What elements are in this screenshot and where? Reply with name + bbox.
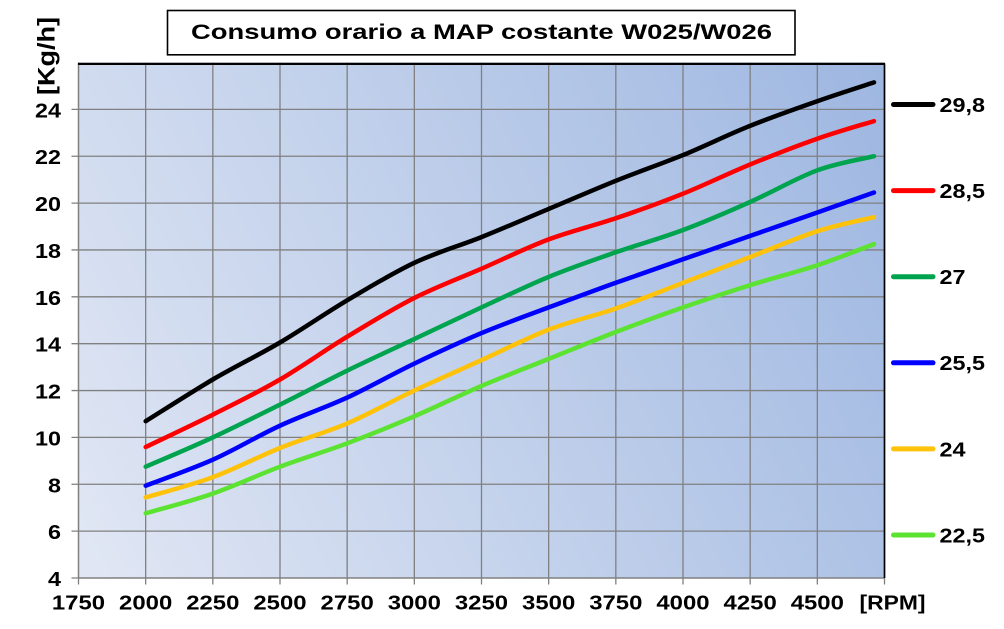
- svg-text:22,5: 22,5: [940, 525, 986, 547]
- svg-text:[Kg/h]: [Kg/h]: [34, 17, 61, 95]
- svg-text:27: 27: [940, 267, 966, 289]
- svg-text:24: 24: [35, 100, 62, 122]
- svg-text:4: 4: [48, 569, 62, 591]
- svg-text:24: 24: [940, 439, 967, 461]
- svg-text:3750: 3750: [589, 593, 642, 615]
- svg-text:2500: 2500: [253, 593, 306, 615]
- svg-text:28,5: 28,5: [940, 181, 986, 203]
- svg-text:2000: 2000: [119, 593, 172, 615]
- svg-text:3250: 3250: [455, 593, 508, 615]
- svg-text:2250: 2250: [186, 593, 239, 615]
- svg-text:4500: 4500: [791, 593, 844, 615]
- svg-text:20: 20: [35, 194, 61, 216]
- svg-text:14: 14: [35, 335, 62, 357]
- svg-text:3000: 3000: [388, 593, 441, 615]
- svg-text:6: 6: [48, 522, 61, 544]
- svg-text:25,5: 25,5: [940, 353, 986, 375]
- svg-text:[RPM]: [RPM]: [860, 593, 926, 615]
- svg-text:1750: 1750: [52, 593, 105, 615]
- svg-text:29,8: 29,8: [940, 95, 986, 117]
- svg-text:10: 10: [35, 428, 61, 450]
- svg-text:4250: 4250: [724, 593, 777, 615]
- svg-text:16: 16: [35, 288, 61, 310]
- svg-text:22: 22: [35, 147, 61, 169]
- svg-text:12: 12: [35, 382, 61, 404]
- svg-text:8: 8: [48, 475, 61, 497]
- svg-text:4000: 4000: [656, 593, 709, 615]
- svg-text:3500: 3500: [522, 593, 575, 615]
- svg-text:Consumo orario a MAP costante: Consumo orario a MAP costante W025/W026: [191, 20, 772, 44]
- svg-text:18: 18: [35, 241, 61, 263]
- svg-text:2750: 2750: [321, 593, 374, 615]
